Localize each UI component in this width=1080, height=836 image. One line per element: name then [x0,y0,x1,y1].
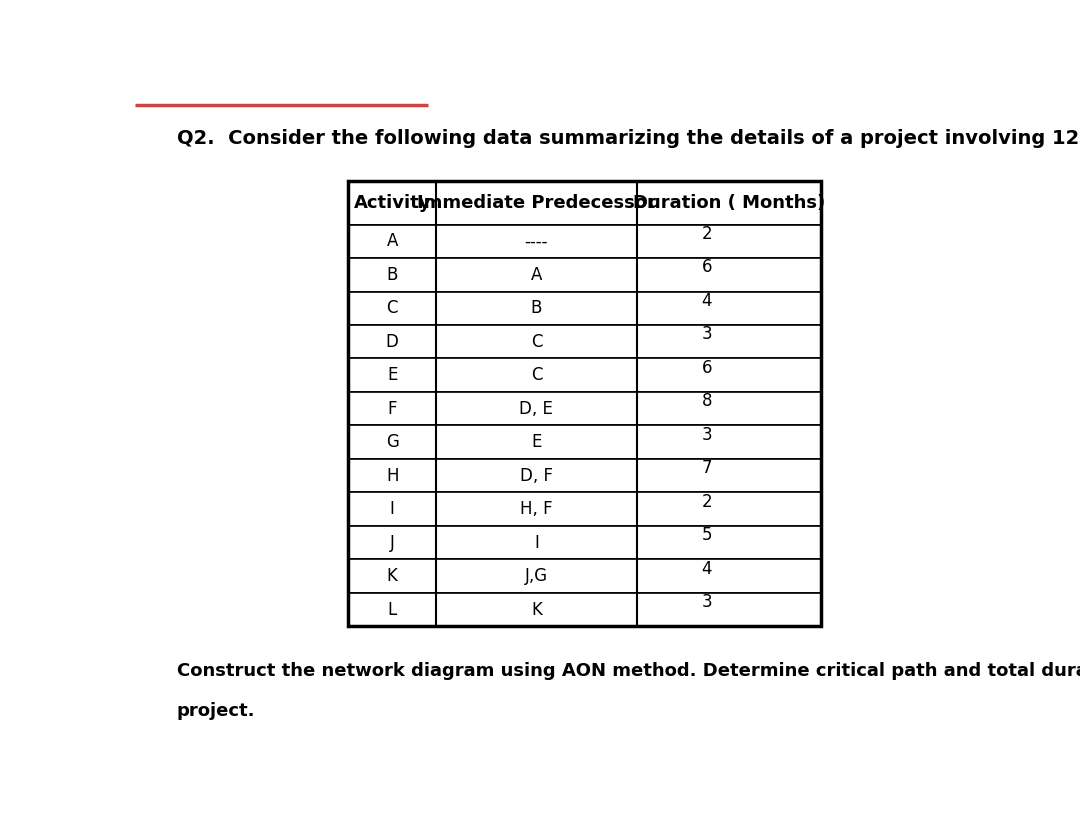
Text: Immediate Predecessor: Immediate Predecessor [417,194,656,212]
Bar [349,292,821,325]
Bar [349,325,821,359]
Text: F: F [388,400,397,418]
Text: H, F: H, F [521,500,553,518]
Bar [349,181,821,626]
Text: 4: 4 [702,559,712,578]
Text: A: A [387,232,397,250]
Bar [349,426,821,459]
Text: H: H [386,466,399,485]
Text: 6: 6 [702,359,712,377]
Text: D, E: D, E [519,400,553,418]
Text: K: K [531,600,542,619]
Text: Activity: Activity [353,194,431,212]
Text: D: D [386,333,399,351]
Text: L: L [388,600,396,619]
Bar [349,559,821,593]
Bar [349,593,821,626]
Text: 2: 2 [702,492,713,511]
Bar [349,459,821,492]
Text: B: B [530,299,542,317]
Bar [349,258,821,292]
Text: G: G [386,433,399,451]
Text: A: A [530,266,542,283]
Bar [349,181,821,225]
Text: ----: ---- [525,232,549,250]
Text: 7: 7 [702,459,712,477]
Text: C: C [530,333,542,351]
Bar [349,225,821,258]
Text: 5: 5 [702,526,712,544]
Text: C: C [387,299,397,317]
Text: E: E [387,366,397,385]
Text: Construct the network diagram using AON method. Determine critical path and tota: Construct the network diagram using AON … [177,661,1080,680]
Text: 4: 4 [702,292,712,310]
Text: 6: 6 [702,258,712,277]
Bar [349,359,821,392]
Text: 2: 2 [702,225,713,243]
Text: I: I [534,533,539,552]
Text: C: C [530,366,542,385]
Text: B: B [387,266,397,283]
Text: J,G: J,G [525,567,548,585]
Text: 3: 3 [702,426,713,444]
Text: 8: 8 [702,392,712,410]
Text: project.: project. [177,701,255,720]
Text: I: I [390,500,394,518]
Text: Duration ( Months): Duration ( Months) [633,194,825,212]
Text: 3: 3 [702,593,713,611]
Text: J: J [390,533,394,552]
Bar [349,526,821,559]
Text: E: E [531,433,541,451]
Bar [349,392,821,426]
Text: D, F: D, F [519,466,553,485]
Text: K: K [387,567,397,585]
Text: Q2.  Consider the following data summarizing the details of a project involving : Q2. Consider the following data summariz… [177,130,1080,148]
Bar [349,492,821,526]
Text: 3: 3 [702,325,713,344]
